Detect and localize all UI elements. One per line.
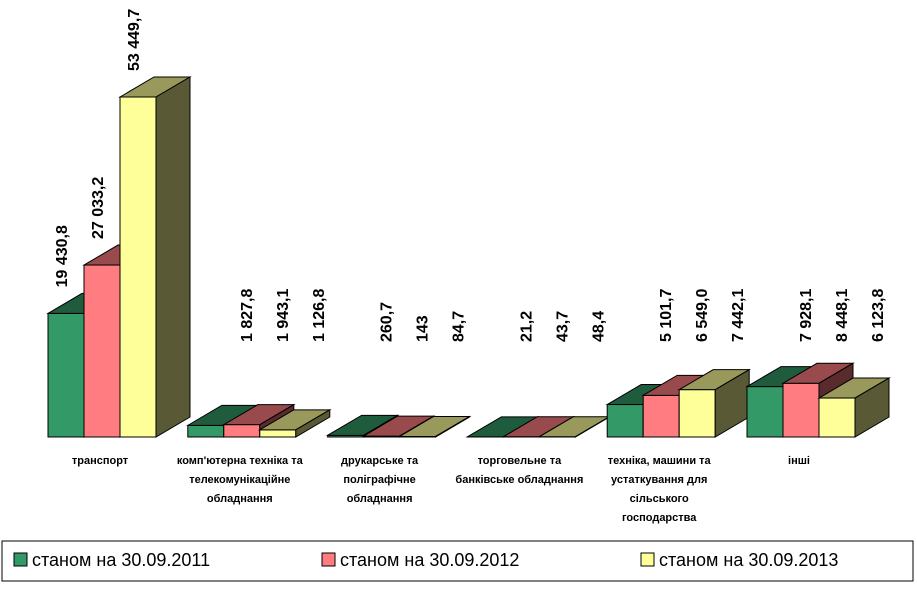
- value-label: 53 449,7: [126, 9, 143, 71]
- legend-label: станом на 30.09.2012: [340, 550, 519, 570]
- category-label: транспорт: [71, 455, 129, 467]
- value-label: 1 126,8: [311, 289, 328, 342]
- category-label: техніка, машини та устаткування для сіль…: [607, 455, 711, 524]
- bar: [677, 368, 752, 438]
- category-label: комп'ютерна техніка та телекомунікаційне…: [176, 455, 303, 505]
- legend-swatch: [13, 552, 28, 567]
- category-label: інші: [788, 455, 810, 467]
- value-label: 260,7: [379, 302, 396, 342]
- bar: [817, 377, 891, 438]
- legend-label: станом на 30.09.2011: [32, 550, 210, 570]
- value-label: 6 123,8: [870, 289, 887, 342]
- value-label: 6 549,0: [694, 289, 711, 342]
- value-label: 7 928,1: [798, 289, 815, 342]
- value-label: 7 442,1: [730, 289, 747, 342]
- bar: [257, 408, 332, 438]
- value-label: 5 101,7: [658, 289, 675, 342]
- value-label: 1 827,8: [239, 289, 256, 342]
- value-label: 8 448,1: [834, 289, 851, 342]
- bar: [397, 415, 472, 438]
- legend-swatch: [640, 552, 655, 567]
- value-label: 43,7: [554, 311, 571, 342]
- legend-box: [1, 540, 914, 582]
- value-label: 84,7: [451, 311, 468, 342]
- value-label: 21,2: [518, 311, 535, 342]
- legend-swatch: [321, 552, 336, 567]
- legend-label: станом на 30.09.2013: [659, 550, 838, 570]
- value-label: 27 033,2: [90, 177, 107, 239]
- value-label: 143: [415, 315, 432, 342]
- value-label: 1 943,1: [275, 289, 292, 342]
- category-label: торговельне та банківське обладнання: [455, 455, 584, 486]
- bar: [118, 76, 192, 438]
- value-label: 19 430,8: [54, 225, 71, 287]
- category-label: друкарське та поліграфічне обладнання: [341, 455, 419, 505]
- value-label: 48,4: [590, 311, 607, 342]
